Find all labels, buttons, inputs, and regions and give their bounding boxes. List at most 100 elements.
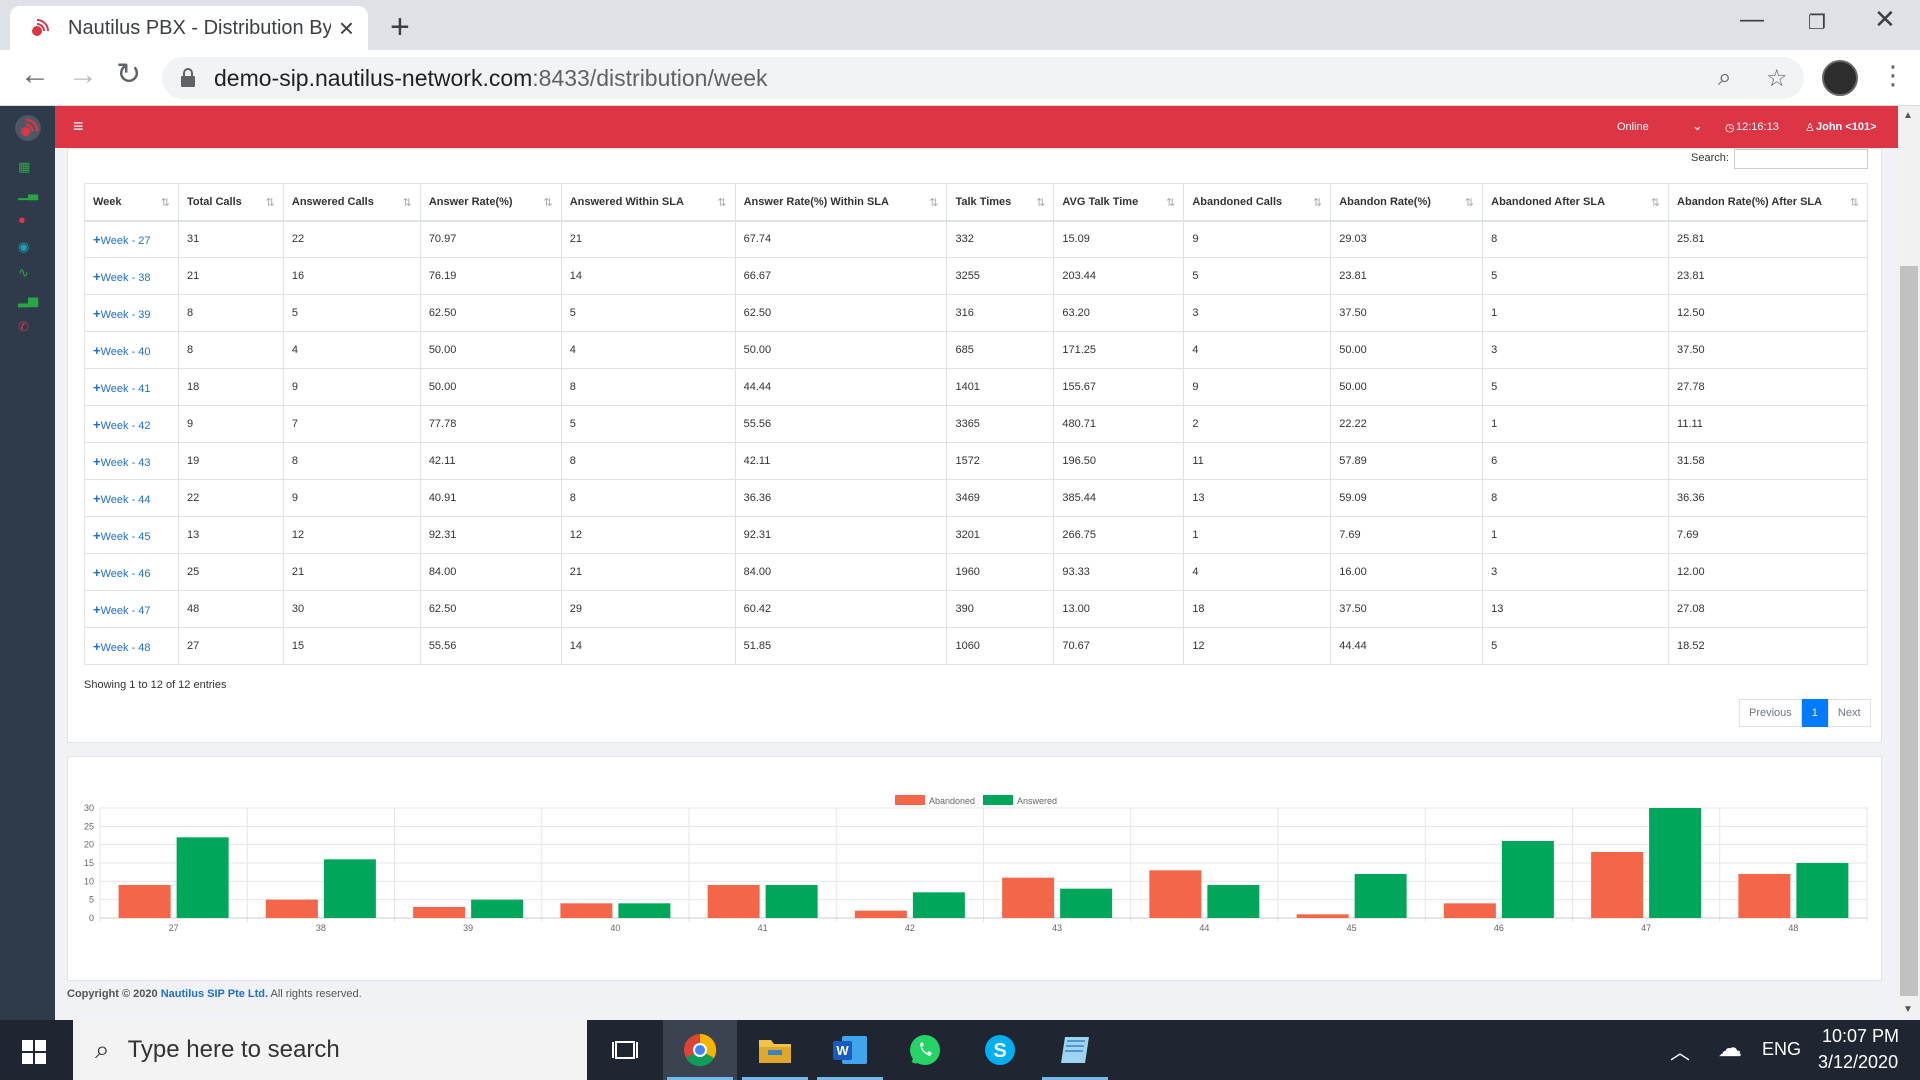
tray-time[interactable]: 10:07 PM <box>1822 1026 1900 1046</box>
word-taskbar-icon[interactable]: W <box>813 1020 887 1080</box>
week-link[interactable]: Week - 40 <box>100 345 151 358</box>
grid-icon[interactable]: ▦ <box>18 159 31 174</box>
week-link[interactable]: Week - 27 <box>100 234 151 247</box>
week-cell[interactable]: +Week - 41 <box>84 368 179 406</box>
expand-plus-icon[interactable]: + <box>93 305 101 321</box>
scroll-down-icon[interactable]: ▼ <box>1903 1004 1913 1015</box>
column-header[interactable]: AVG Talk Time ⇅ <box>1053 183 1185 222</box>
footer-brand-link[interactable]: Nautilus SIP Pte Ltd. <box>160 988 269 1000</box>
browser-menu-icon[interactable]: ⋮ <box>1880 60 1906 90</box>
restore-icon[interactable]: ❐ <box>1808 12 1826 34</box>
skype-taskbar-icon[interactable]: S <box>963 1020 1037 1080</box>
new-tab-icon[interactable]: + <box>390 8 410 46</box>
tab-close-icon[interactable]: × <box>338 13 354 43</box>
column-header[interactable]: Abandon Rate(%) ⇅ <box>1330 183 1484 222</box>
week-cell[interactable]: +Week - 39 <box>84 294 179 332</box>
scroll-up-icon[interactable]: ▲ <box>1903 110 1913 121</box>
week-link[interactable]: Week - 45 <box>100 530 151 543</box>
back-icon[interactable]: ← <box>20 58 50 91</box>
expand-plus-icon[interactable]: + <box>93 453 101 469</box>
status-dropdown-icon[interactable]: ⌄ <box>1692 118 1703 133</box>
zoom-icon[interactable]: ⌕ <box>1718 64 1732 91</box>
sort-icon[interactable]: ⇅ <box>1036 197 1046 209</box>
taskbar-search-box[interactable]: ⌕ Type here to search <box>73 1020 587 1080</box>
week-cell[interactable]: +Week - 45 <box>84 516 179 554</box>
user-menu[interactable]: John <101> <box>1816 121 1877 133</box>
sort-icon[interactable]: ⇅ <box>543 197 553 209</box>
file-explorer-taskbar-icon[interactable] <box>738 1020 812 1080</box>
week-cell[interactable]: +Week - 46 <box>84 553 179 591</box>
app-logo-icon[interactable] <box>14 114 42 142</box>
reload-icon[interactable]: ↻ <box>116 58 142 91</box>
windows-start-icon[interactable] <box>22 1040 46 1064</box>
sort-icon[interactable]: ⇅ <box>160 197 170 209</box>
week-link[interactable]: Week - 46 <box>100 567 151 580</box>
previous-button[interactable]: Previous <box>1739 699 1802 727</box>
column-header[interactable]: Week ⇅ <box>84 183 179 222</box>
week-cell[interactable]: +Week - 27 <box>84 220 179 258</box>
week-cell[interactable]: +Week - 42 <box>84 405 179 443</box>
column-header[interactable]: Abandoned Calls ⇅ <box>1183 183 1332 222</box>
tray-date[interactable]: 3/12/2020 <box>1818 1052 1899 1072</box>
language-indicator[interactable]: ENG <box>1762 1039 1802 1059</box>
chart-icon[interactable]: ▁▃ <box>18 185 38 200</box>
expand-plus-icon[interactable]: + <box>93 379 101 395</box>
expand-plus-icon[interactable]: + <box>93 490 101 506</box>
column-header[interactable]: Answered Calls ⇅ <box>282 183 421 222</box>
scrollbar-thumb[interactable] <box>1900 266 1918 996</box>
chrome-taskbar-icon[interactable] <box>663 1020 737 1080</box>
window-close-icon[interactable]: ✕ <box>1874 4 1896 34</box>
expand-plus-icon[interactable]: + <box>93 416 101 432</box>
url-field[interactable]: demo-sip.nautilus-network.com:8433/distr… <box>162 57 1804 99</box>
week-cell[interactable]: +Week - 43 <box>84 442 179 480</box>
phone-icon[interactable]: ✆ <box>18 319 29 334</box>
expand-plus-icon[interactable]: + <box>93 527 101 543</box>
sort-icon[interactable]: ⇅ <box>929 197 939 209</box>
sort-icon[interactable]: ⇅ <box>265 197 275 209</box>
week-link[interactable]: Week - 47 <box>100 604 151 617</box>
sort-icon[interactable]: ⇅ <box>1313 197 1323 209</box>
tray-chevron-icon[interactable]: ︿ <box>1670 1042 1690 1064</box>
search-input[interactable] <box>1734 149 1868 169</box>
target-icon[interactable]: ◉ <box>18 239 30 254</box>
minimize-icon[interactable]: — <box>1740 6 1764 33</box>
week-link[interactable]: Week - 44 <box>100 493 151 506</box>
sort-icon[interactable]: ⇅ <box>402 197 412 209</box>
week-link[interactable]: Week - 41 <box>100 382 151 395</box>
column-header[interactable]: Talk Times ⇅ <box>946 183 1055 222</box>
record-icon[interactable]: ● <box>18 212 26 227</box>
sort-icon[interactable]: ⇅ <box>1166 197 1176 209</box>
expand-plus-icon[interactable]: + <box>93 564 101 580</box>
notepad-taskbar-icon[interactable] <box>1038 1020 1112 1080</box>
week-link[interactable]: Week - 48 <box>100 641 151 654</box>
sort-icon[interactable]: ⇅ <box>1849 197 1859 209</box>
week-link[interactable]: Week - 42 <box>100 419 151 432</box>
column-header[interactable]: Abandon Rate(%) After SLA ⇅ <box>1668 183 1868 222</box>
pulse-icon[interactable]: ∿ <box>18 265 29 280</box>
task-view-icon[interactable] <box>588 1020 662 1080</box>
bookmark-star-icon[interactable]: ☆ <box>1766 65 1788 92</box>
week-cell[interactable]: +Week - 44 <box>84 479 179 517</box>
week-cell[interactable]: +Week - 47 <box>84 590 179 628</box>
column-header[interactable]: Answer Rate(%) ⇅ <box>419 183 562 222</box>
week-link[interactable]: Week - 39 <box>100 308 151 321</box>
expand-plus-icon[interactable]: + <box>93 638 101 654</box>
page-1-button[interactable]: 1 <box>1801 699 1828 727</box>
stats-icon[interactable]: ▂▅ <box>18 292 38 307</box>
profile-avatar[interactable] <box>1822 60 1858 96</box>
column-header[interactable]: Abandoned After SLA ⇅ <box>1482 183 1670 222</box>
column-header[interactable]: Answer Rate(%) Within SLA ⇅ <box>734 183 948 222</box>
expand-plus-icon[interactable]: + <box>93 231 101 247</box>
week-link[interactable]: Week - 38 <box>100 271 151 284</box>
column-header[interactable]: Total Calls ⇅ <box>177 183 284 222</box>
week-cell[interactable]: +Week - 40 <box>84 331 179 369</box>
onedrive-icon[interactable]: ☁ <box>1718 1035 1742 1062</box>
expand-plus-icon[interactable]: + <box>93 342 101 358</box>
browser-tab[interactable]: Nautilus PBX - Distribution By Week × <box>10 6 368 50</box>
whatsapp-taskbar-icon[interactable] <box>888 1020 962 1080</box>
sort-icon[interactable]: ⇅ <box>717 197 727 209</box>
week-cell[interactable]: +Week - 48 <box>84 627 179 665</box>
forward-icon[interactable]: → <box>68 58 98 91</box>
menu-toggle-icon[interactable]: ≡ <box>73 116 84 136</box>
sort-icon[interactable]: ⇅ <box>1464 197 1475 209</box>
